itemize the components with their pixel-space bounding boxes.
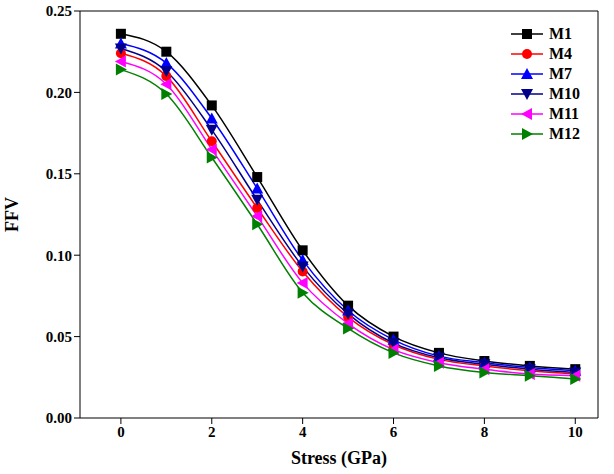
svg-text:0.00: 0.00 [46,410,72,426]
svg-text:0.10: 0.10 [46,248,72,264]
svg-text:0.25: 0.25 [46,3,72,19]
svg-text:6: 6 [390,424,398,440]
html-text:M7: M7 [548,65,572,82]
svg-text:2: 2 [208,424,216,440]
html-text:M11: M11 [548,105,580,122]
html-text:M12: M12 [548,125,580,142]
svg-text:4: 4 [299,424,307,440]
svg-text:8: 8 [481,424,489,440]
svg-text:0: 0 [117,424,125,440]
html-text:M10: M10 [548,85,580,102]
html-text:M1: M1 [548,25,572,42]
svg-text:0.05: 0.05 [46,329,72,345]
svg-text:0.15: 0.15 [46,166,72,182]
svg-text:Stress (GPa): Stress (GPa) [291,448,387,469]
svg-text:0.20: 0.20 [46,85,72,101]
svg-text:FFV: FFV [2,197,22,232]
svg-text:10: 10 [568,424,583,440]
html-text:M4: M4 [548,45,572,62]
